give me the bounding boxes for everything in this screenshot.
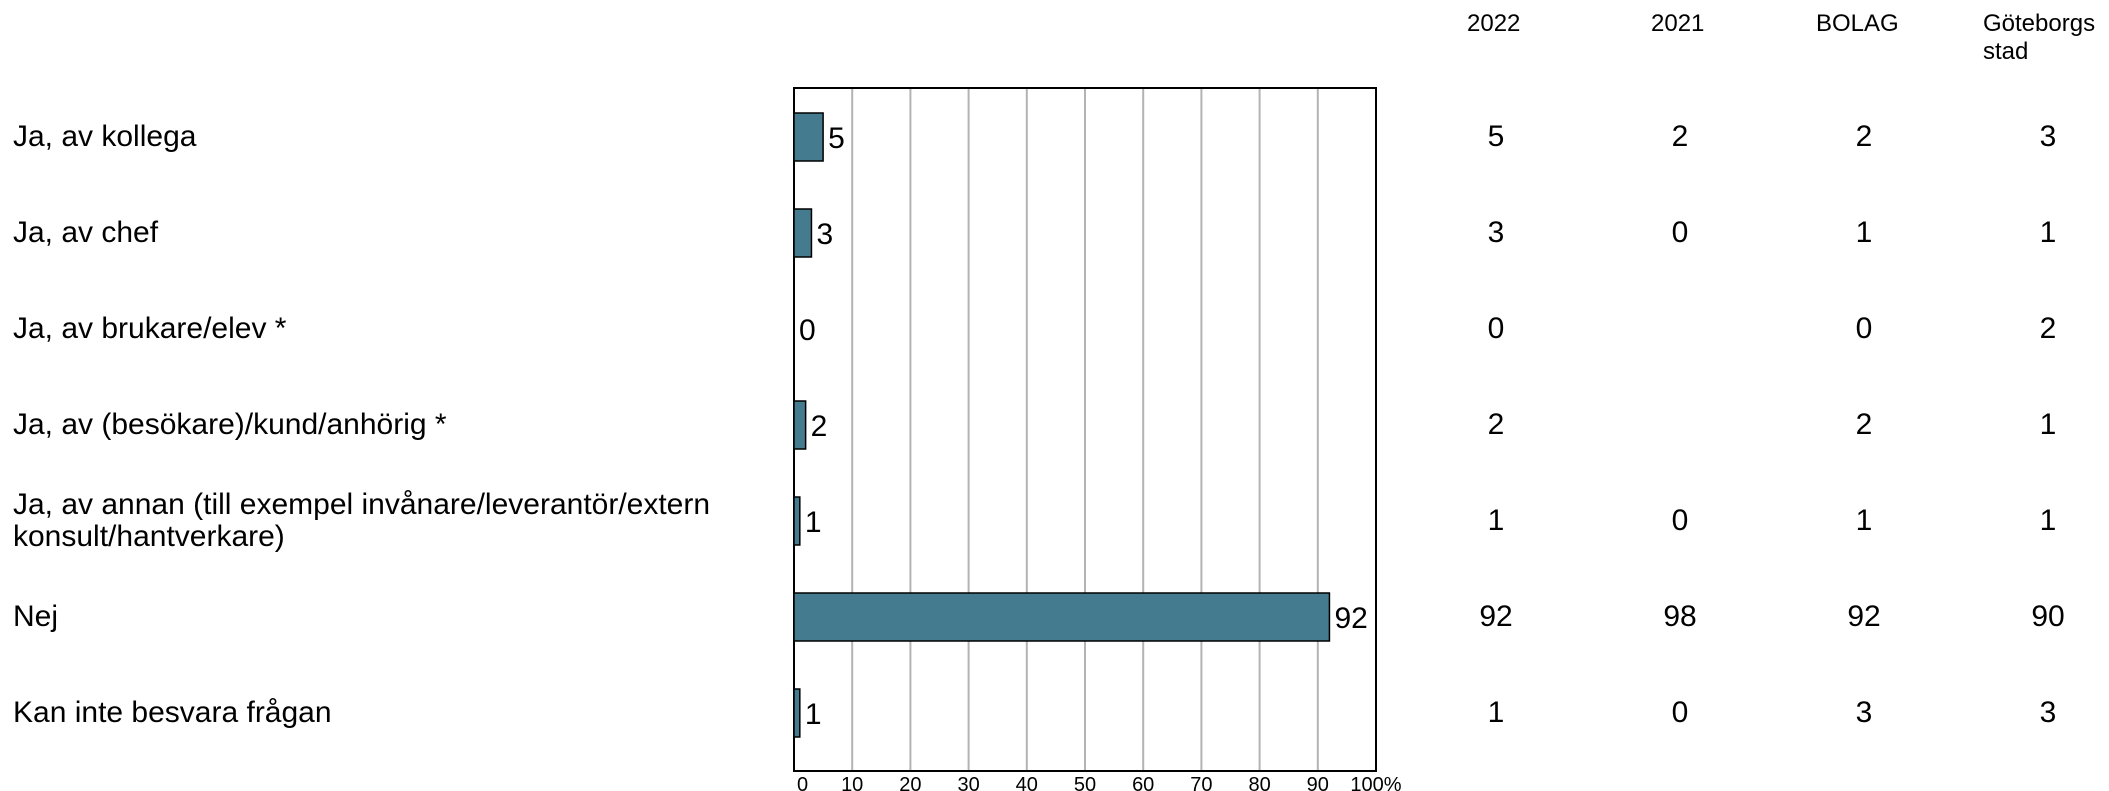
- table-cell: 1: [1855, 216, 1873, 249]
- category-label: Ja, av (besökare)/kund/anhörig *: [13, 408, 447, 441]
- table-cell: 98: [1663, 600, 1697, 633]
- x-tick-label: 40: [1016, 774, 1038, 791]
- bar-value-label: 5: [828, 122, 845, 155]
- col-header-goteborgs-stad: Göteborgs stad: [1983, 10, 2096, 65]
- category-label: Kan inte besvara frågan: [13, 696, 332, 729]
- bar-value-label: 2: [811, 410, 828, 443]
- bar-value-label: 92: [1334, 602, 1367, 635]
- category-label: Ja, av chef: [13, 216, 159, 249]
- bar-value-label: 1: [805, 506, 822, 539]
- bar-value-label: 3: [816, 218, 833, 251]
- col-header-2021: 2021: [1651, 10, 1705, 37]
- x-tick-label: 90: [1307, 774, 1329, 791]
- bar: [793, 496, 801, 546]
- table-cell: 3: [2039, 120, 2057, 153]
- x-tick-label: 30: [957, 774, 979, 791]
- x-tick-label: 100%: [1350, 774, 1401, 791]
- table-cell: 3: [1855, 696, 1873, 729]
- x-tick-label: 0: [797, 774, 808, 791]
- table-cell: 5: [1487, 120, 1505, 153]
- table-cell: 0: [1671, 696, 1689, 729]
- bar: [793, 688, 801, 738]
- table-cell: 1: [2039, 216, 2057, 249]
- table-cell: 92: [1479, 600, 1513, 633]
- col-header-bolag: BOLAG: [1816, 10, 1899, 37]
- table-cell: 1: [2039, 504, 2057, 537]
- table-cell: 2: [1855, 408, 1873, 441]
- table-cell: 1: [2039, 408, 2057, 441]
- category-label: Nej: [13, 600, 59, 633]
- table-cell: 1: [1487, 696, 1505, 729]
- bar: [793, 112, 824, 162]
- table-cell: 1: [1487, 504, 1505, 537]
- table-cell: 1: [1855, 504, 1873, 537]
- category-label: Ja, av brukare/elev *: [13, 312, 287, 345]
- table-cell: 0: [1671, 504, 1689, 537]
- category-label: Ja, av kollega: [13, 120, 197, 153]
- table-cell: 92: [1847, 600, 1881, 633]
- table-cell: 3: [2039, 696, 2057, 729]
- table-cell: 2: [1855, 120, 1873, 153]
- table-cell: 0: [1855, 312, 1873, 345]
- table-cell: 2: [1487, 408, 1505, 441]
- x-tick-label: 50: [1074, 774, 1096, 791]
- bar-value-label: 0: [799, 314, 816, 347]
- x-tick-label: 20: [899, 774, 921, 791]
- bar: [793, 208, 813, 258]
- bar-value-label: 1: [805, 698, 822, 731]
- x-tick-label: 70: [1190, 774, 1212, 791]
- bar: [793, 400, 807, 450]
- table-cell: 2: [2039, 312, 2057, 345]
- table-cell: 0: [1671, 216, 1689, 249]
- bar: [793, 592, 1331, 642]
- x-tick-label: 10: [841, 774, 863, 791]
- table-cell: 0: [1487, 312, 1505, 345]
- table-cell: 2: [1671, 120, 1689, 153]
- table-cell: 90: [2031, 600, 2065, 633]
- x-tick-label: 80: [1248, 774, 1270, 791]
- col-header-2022: 2022: [1467, 10, 1521, 37]
- table-cell: 3: [1487, 216, 1505, 249]
- x-tick-label: 60: [1132, 774, 1154, 791]
- category-label: Ja, av annan (till exempel invånare/leve…: [13, 488, 711, 553]
